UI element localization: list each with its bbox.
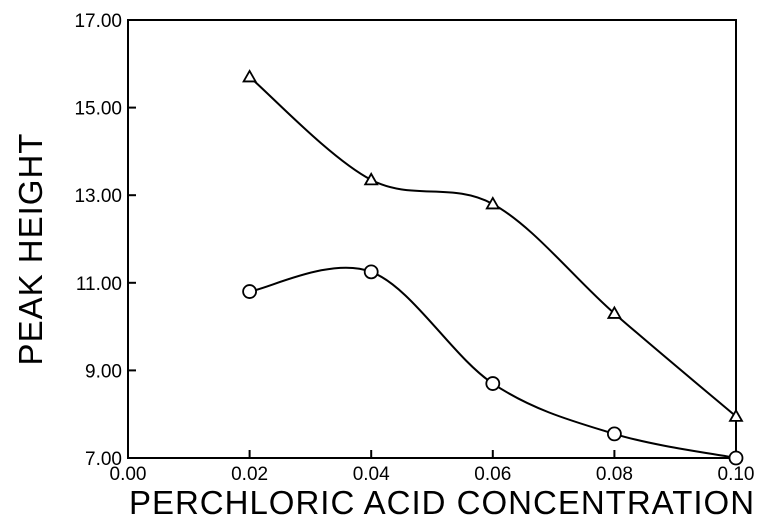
plot-area (242, 69, 744, 466)
x-axis: 0.00 0.02 0.04 0.06 0.08 0.10 (110, 450, 755, 485)
x-tick-label: 0.10 (718, 464, 755, 485)
y-tick-label: 11.00 (76, 274, 122, 295)
circle-marker (728, 450, 744, 466)
x-tick-label: 0.08 (596, 464, 633, 485)
triangle-marker (242, 69, 258, 83)
series-circle (242, 264, 744, 466)
circle-marker (363, 264, 379, 280)
y-axis-title: PEAK HEIGHT (12, 133, 49, 366)
x-axis-title: PERCHLORIC ACID CONCENTRATION (129, 484, 755, 521)
circle-marker (607, 426, 622, 442)
x-tick-label: 0.06 (474, 464, 511, 485)
x-tick-label: 0.00 (110, 464, 147, 485)
triangle-marker (363, 172, 379, 186)
plot-frame (127, 19, 737, 459)
triangle-marker (485, 196, 501, 210)
circle-marker (485, 376, 501, 391)
y-tick-label: 9.00 (85, 361, 122, 382)
y-tick-label: 13.00 (74, 186, 122, 207)
y-tick-label: 17.00 (74, 11, 122, 32)
circle-marker (242, 284, 258, 299)
series-line (249, 266, 737, 459)
y-axis: 7.00 9.00 11.00 13.00 15.00 17.00 (74, 11, 136, 470)
triangle-marker (728, 408, 744, 422)
triangle-marker (606, 305, 622, 319)
x-tick-label: 0.04 (353, 464, 390, 485)
series-line (248, 76, 737, 418)
series-triangle (242, 69, 744, 422)
x-tick-label: 0.02 (231, 464, 268, 485)
y-tick-label: 15.00 (74, 99, 122, 120)
y-tick-label: 7.00 (85, 449, 122, 470)
